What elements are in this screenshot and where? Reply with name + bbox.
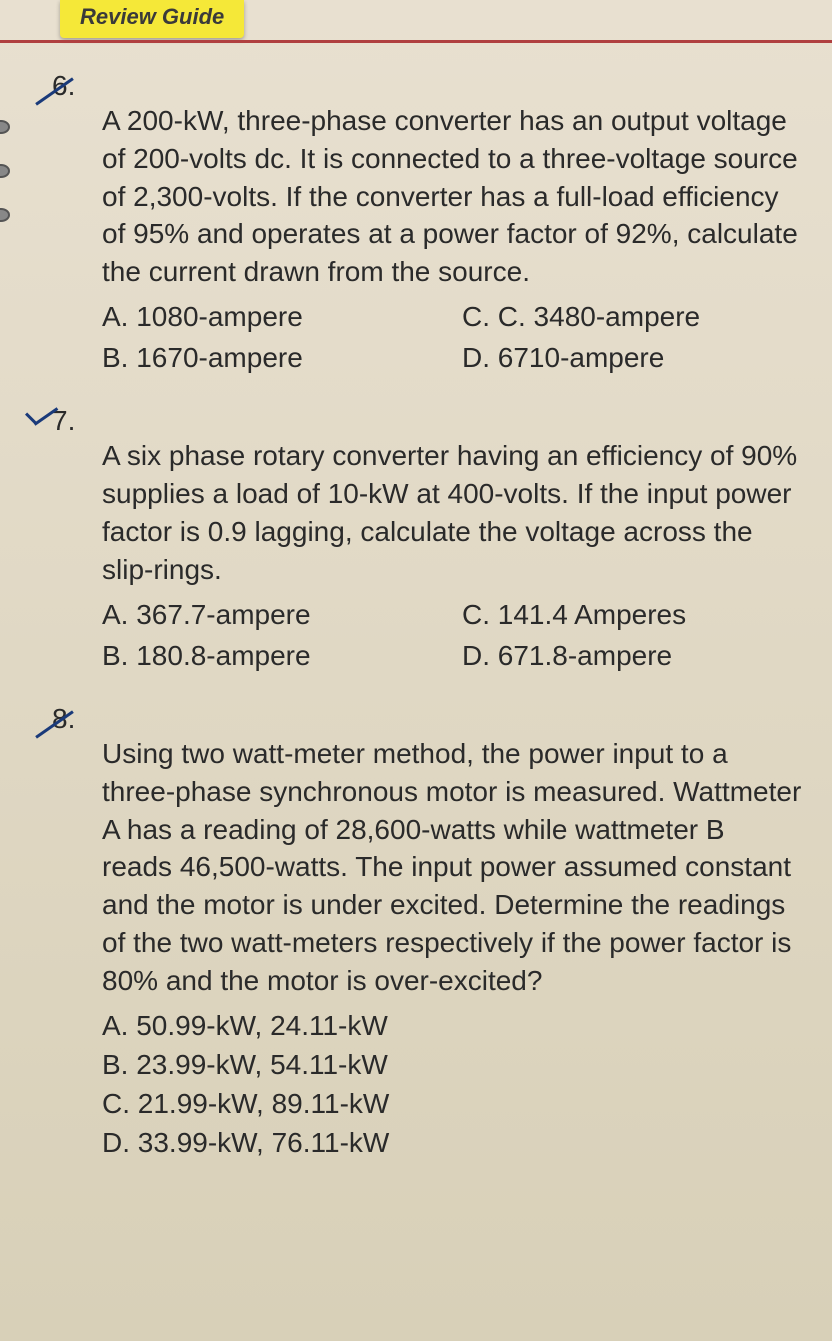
options-7: A. 367.7-ampere C. 141.4 Amperes B. 180.… — [102, 595, 802, 675]
option-6b: B. 1670-ampere — [102, 338, 442, 377]
option-8b: B. 23.99-kW, 54.11-kW — [102, 1045, 802, 1084]
question-text-7: A six phase rotary converter having an e… — [102, 437, 802, 588]
option-8a: A. 50.99-kW, 24.11-kW — [102, 1006, 802, 1045]
option-6a: A. 1080-ampere — [102, 297, 442, 336]
option-7a: A. 367.7-ampere — [102, 595, 442, 634]
question-text-6: A 200-kW, three-phase converter has an o… — [102, 102, 802, 291]
option-7b: B. 180.8-ampere — [102, 636, 442, 675]
option-8d: D. 33.99-kW, 76.11-kW — [102, 1123, 802, 1162]
spiral-binding — [0, 120, 12, 252]
header-tab: Review Guide — [60, 0, 244, 38]
question-6: 6. A 200-kW, three-phase converter has a… — [60, 70, 802, 377]
question-8: 8. Using two watt-meter method, the powe… — [60, 703, 802, 1162]
options-8: A. 50.99-kW, 24.11-kW B. 23.99-kW, 54.11… — [102, 1006, 802, 1163]
header-rule — [0, 40, 832, 43]
option-7d: D. 671.8-ampere — [462, 636, 802, 675]
option-6c: C. C. 3480-ampere — [462, 297, 802, 336]
question-number-7: 7. — [52, 405, 794, 437]
question-number-6: 6. — [52, 70, 794, 102]
question-7: 7. A six phase rotary converter having a… — [60, 405, 802, 675]
option-8c: C. 21.99-kW, 89.11-kW — [102, 1084, 802, 1123]
question-number-8: 8. — [52, 703, 794, 735]
question-text-8: Using two watt-meter method, the power i… — [102, 735, 802, 1000]
option-7c: C. 141.4 Amperes — [462, 595, 802, 634]
content-area: 6. A 200-kW, three-phase converter has a… — [60, 70, 802, 1190]
option-6d: D. 6710-ampere — [462, 338, 802, 377]
options-6: A. 1080-ampere C. C. 3480-ampere B. 1670… — [102, 297, 802, 377]
